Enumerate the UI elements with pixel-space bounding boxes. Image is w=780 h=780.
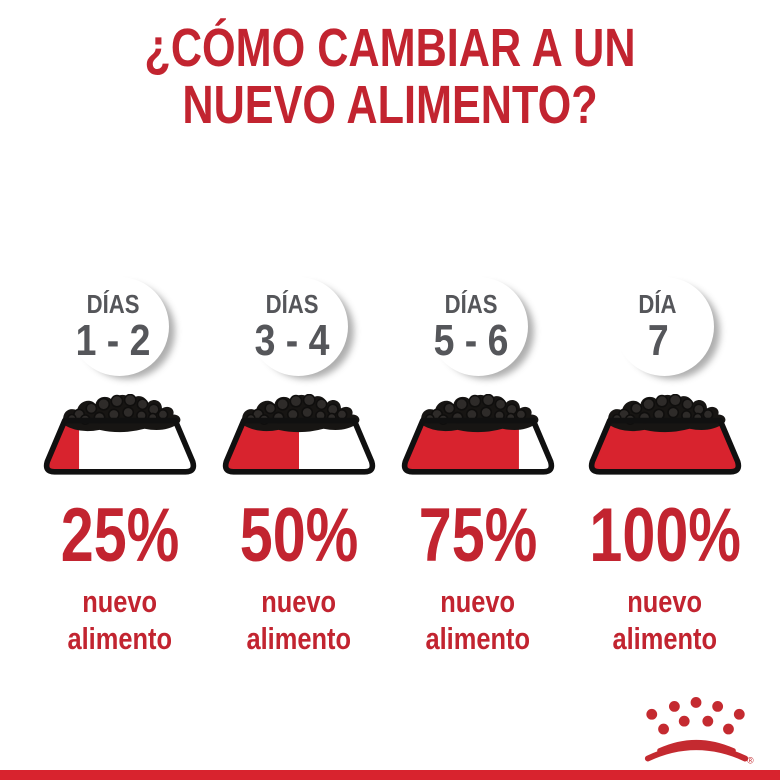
day-badge: DÍA 7 [615, 277, 715, 376]
day-badge-range: 5 - 6 [433, 316, 509, 365]
food-bowl-icon [217, 394, 381, 481]
food-bowl-icon [396, 394, 560, 481]
step-column-days-5-6: DÍAS 5 - 6 75% nuevo alimento [388, 277, 567, 657]
food-bowl-icon [38, 394, 202, 481]
caption-line2: alimento [612, 621, 718, 656]
day-badge: DÍAS 5 - 6 [428, 277, 528, 376]
caption-line1: nuevo [261, 584, 337, 619]
caption-line2: alimento [425, 621, 531, 656]
caption-line1: nuevo [440, 584, 516, 619]
food-bowl-icon [583, 394, 747, 481]
bottom-accent-bar [0, 770, 780, 780]
caption-line2: alimento [67, 621, 172, 656]
step-column-days-3-4: DÍAS 3 - 4 50% nuevo alimento [209, 277, 388, 657]
new-food-caption: nuevo alimento [235, 583, 362, 657]
new-food-percent: 50% [239, 493, 359, 578]
caption-line1: nuevo [82, 584, 158, 619]
day-badge-label: DÍAS [265, 289, 319, 319]
day-badge: DÍAS 1 - 2 [70, 277, 170, 376]
royal-canin-crown-logo: ® [644, 697, 754, 765]
step-column-days-1-2: DÍAS 1 - 2 25% nuevo alimento [30, 277, 209, 657]
new-food-caption: nuevo alimento [414, 583, 541, 657]
new-food-percent: 100% [588, 493, 741, 578]
new-food-percent: 75% [418, 493, 538, 578]
transition-steps: DÍAS 1 - 2 25% nuevo alimento DÍAS 3 - 4 [30, 277, 762, 657]
page-title-line2: NUEVO ALIMENTO? [182, 75, 598, 135]
page-title-line1: ¿CÓMO CAMBIAR A UN [144, 18, 636, 78]
new-food-caption: nuevo alimento [56, 583, 183, 657]
caption-line2: alimento [246, 621, 352, 656]
day-badge-range: 3 - 4 [254, 316, 330, 365]
page-title: ¿CÓMO CAMBIAR A UN NUEVO ALIMENTO? [0, 20, 780, 134]
day-badge-label: DÍA [638, 289, 677, 319]
new-food-caption: nuevo alimento [601, 583, 728, 657]
day-badge-label: DÍAS [86, 289, 139, 319]
step-column-day-7: DÍA 7 100% nuevo alimento [568, 277, 762, 657]
caption-line1: nuevo [627, 584, 703, 619]
day-badge-range: 7 [647, 316, 669, 365]
registered-trademark-symbol: ® [747, 755, 754, 765]
new-food-percent: 25% [60, 493, 179, 578]
day-badge: DÍAS 3 - 4 [249, 277, 349, 376]
day-badge-range: 1 - 2 [75, 316, 151, 365]
day-badge-label: DÍAS [444, 289, 498, 319]
